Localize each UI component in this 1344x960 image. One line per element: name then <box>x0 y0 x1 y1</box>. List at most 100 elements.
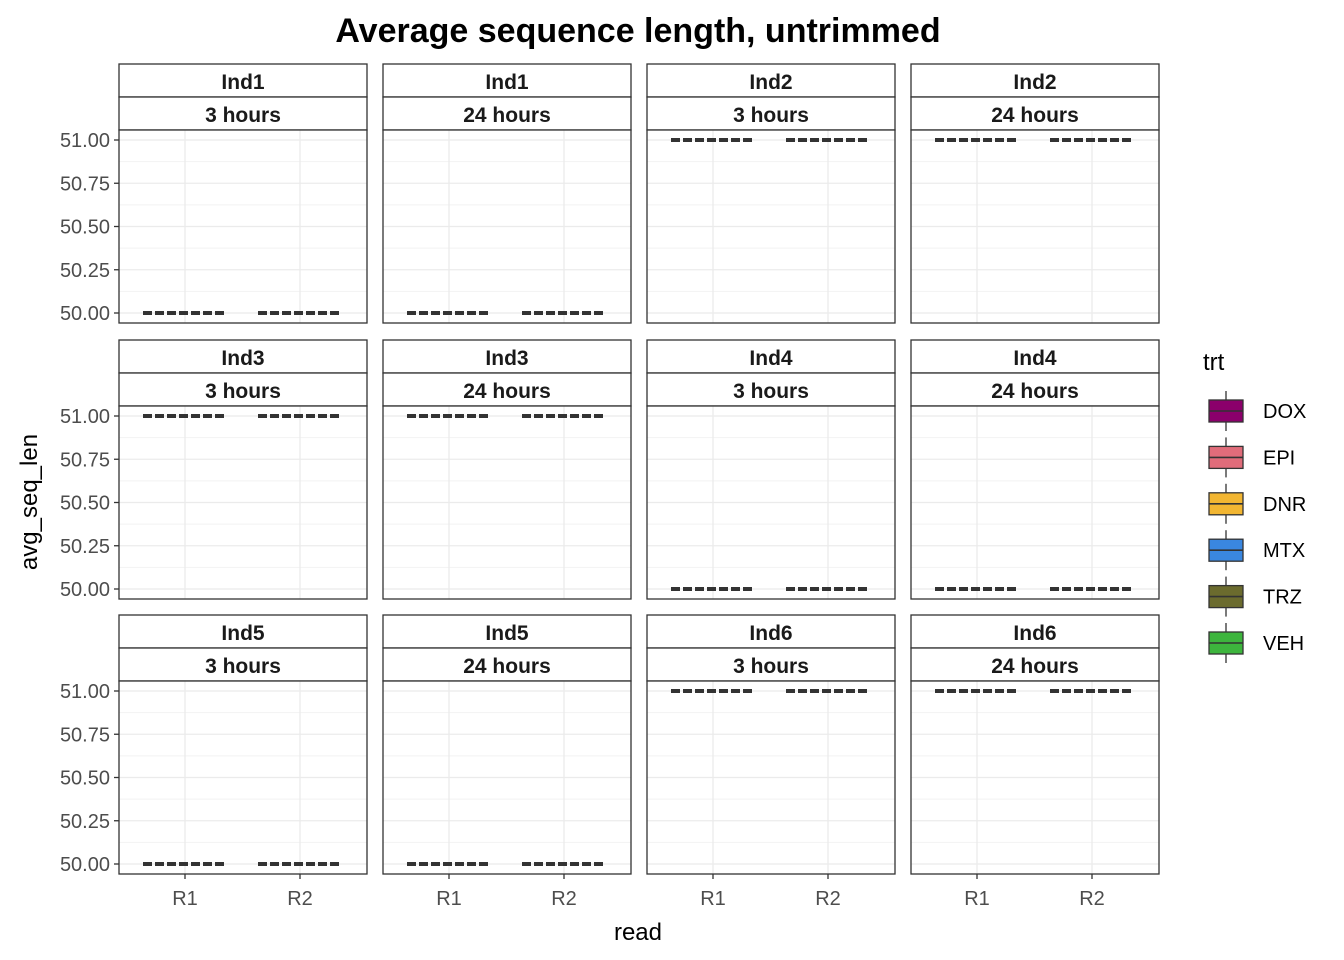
y-tick-label: 50.00 <box>60 303 110 325</box>
facet-strip-time-label: 3 hours <box>733 380 809 403</box>
facet-strip-time-label: 3 hours <box>205 380 281 403</box>
facet-strip-time <box>118 647 368 682</box>
legend-key-veh <box>1208 623 1244 663</box>
legend-label: TRZ <box>1263 587 1302 609</box>
y-tick-label: 51.00 <box>60 406 110 428</box>
facet-panel: Ind3 24 hours <box>382 339 632 600</box>
x-tick-label: R1 <box>172 888 198 910</box>
facet-strip-time <box>118 372 368 407</box>
facet-strip-individual <box>910 339 1160 374</box>
facet-strip-time-label: 24 hours <box>463 104 551 127</box>
facet-strip-individual-label: Ind3 <box>221 347 264 370</box>
facet-strip-individual <box>118 614 368 649</box>
x-tick-label: R1 <box>964 888 990 910</box>
panel-border <box>910 129 1160 324</box>
facet-panels: Ind1 3 hours Ind1 24 hours Ind2 3 hours Ind2 24… <box>118 63 1160 875</box>
facet-strip-time <box>646 372 896 407</box>
facet-strip-individual <box>910 63 1160 98</box>
x-tick-label: R2 <box>551 888 577 910</box>
facet-strip-time-label: 3 hours <box>205 655 281 678</box>
facet-strip-time <box>910 96 1160 131</box>
panel-border <box>910 680 1160 875</box>
facet-strip-time-label: 3 hours <box>733 104 809 127</box>
legend-key-dnr <box>1208 483 1244 524</box>
facet-strip-individual <box>382 339 632 374</box>
facet-strip-time-label: 24 hours <box>463 380 551 403</box>
legend-label: DNR <box>1263 494 1306 516</box>
y-tick-label: 50.00 <box>60 579 110 601</box>
y-axis-title: avg_seq_len <box>16 434 43 570</box>
facet-strip-individual <box>646 614 896 649</box>
facet-strip-time <box>118 96 368 131</box>
facet-panel: Ind3 3 hours <box>118 339 368 600</box>
y-tick-label: 50.75 <box>60 724 110 746</box>
facet-strip-individual-label: Ind4 <box>749 347 792 370</box>
facet-panel: Ind2 3 hours <box>646 63 896 324</box>
facet-strip-individual <box>646 63 896 98</box>
legend-label: MTX <box>1263 540 1305 562</box>
y-tick-label: 50.25 <box>60 811 110 833</box>
facet-strip-individual-label: Ind6 <box>1013 622 1056 645</box>
facet-strip-time <box>382 372 632 407</box>
y-tick-label: 51.00 <box>60 681 110 703</box>
legend: trt DOX EPI DNR MTX TRZ VEH <box>1203 349 1306 663</box>
y-tick-label: 50.75 <box>60 173 110 195</box>
facet-strip-time-label: 24 hours <box>463 655 551 678</box>
facet-strip-individual <box>118 63 368 98</box>
facet-strip-time <box>382 647 632 682</box>
facet-panel: Ind4 24 hours <box>910 339 1160 600</box>
facet-strip-individual <box>382 614 632 649</box>
y-tick-label: 50.25 <box>60 536 110 558</box>
facet-strip-individual-label: Ind2 <box>749 71 792 94</box>
facet-strip-time-label: 3 hours <box>733 655 809 678</box>
facet-panel: Ind1 24 hours <box>382 63 632 324</box>
x-axis-title: read <box>614 919 662 946</box>
x-tick-label: R1 <box>436 888 462 910</box>
y-tick-label: 51.00 <box>60 130 110 152</box>
y-tick-label: 50.50 <box>60 217 110 239</box>
legend-key-epi <box>1208 437 1244 478</box>
facet-strip-individual-label: Ind1 <box>221 71 264 94</box>
facet-strip-individual-label: Ind2 <box>1013 71 1056 94</box>
legend-label: EPI <box>1263 447 1295 469</box>
panel-border <box>646 405 896 600</box>
facet-strip-time <box>646 647 896 682</box>
x-tick-label: R2 <box>815 888 841 910</box>
legend-key-dox <box>1208 391 1244 431</box>
y-axes: 50.00 50.25 50.50 50.75 51.00 50.00 50.25 50.50… <box>60 130 119 876</box>
facet-panel: Ind2 24 hours <box>910 63 1160 324</box>
y-tick-label: 50.25 <box>60 260 110 282</box>
panel-border <box>382 680 632 875</box>
facet-panel: Ind4 3 hours <box>646 339 896 600</box>
panel-border <box>646 680 896 875</box>
facet-strip-individual-label: Ind4 <box>1013 347 1056 370</box>
panel-border <box>382 405 632 600</box>
legend-key-mtx <box>1208 530 1244 571</box>
facet-strip-time-label: 3 hours <box>205 104 281 127</box>
facet-panel: Ind1 3 hours <box>118 63 368 324</box>
chart-title: Average sequence length, untrimmed <box>335 12 940 50</box>
facet-strip-individual-label: Ind5 <box>221 622 264 645</box>
facet-panel: Ind5 24 hours <box>382 614 632 875</box>
facet-strip-time <box>646 96 896 131</box>
facet-strip-time-label: 24 hours <box>991 380 1079 403</box>
x-tick-label: R2 <box>1079 888 1105 910</box>
facet-panel: Ind5 3 hours <box>118 614 368 875</box>
facet-strip-individual-label: Ind1 <box>485 71 528 94</box>
y-tick-label: 50.50 <box>60 493 110 515</box>
legend-label: VEH <box>1263 633 1304 655</box>
x-tick-label: R2 <box>287 888 313 910</box>
facet-strip-individual <box>118 339 368 374</box>
facet-panel: Ind6 3 hours <box>646 614 896 875</box>
x-tick-label: R1 <box>700 888 726 910</box>
facet-strip-time-label: 24 hours <box>991 104 1079 127</box>
facet-strip-time <box>910 647 1160 682</box>
legend-label: DOX <box>1263 401 1306 423</box>
facet-panel: Ind6 24 hours <box>910 614 1160 875</box>
facet-strip-individual <box>910 614 1160 649</box>
legend-key-trz <box>1208 576 1244 617</box>
y-tick-label: 50.50 <box>60 768 110 790</box>
facet-strip-individual-label: Ind3 <box>485 347 528 370</box>
panel-border <box>910 405 1160 600</box>
